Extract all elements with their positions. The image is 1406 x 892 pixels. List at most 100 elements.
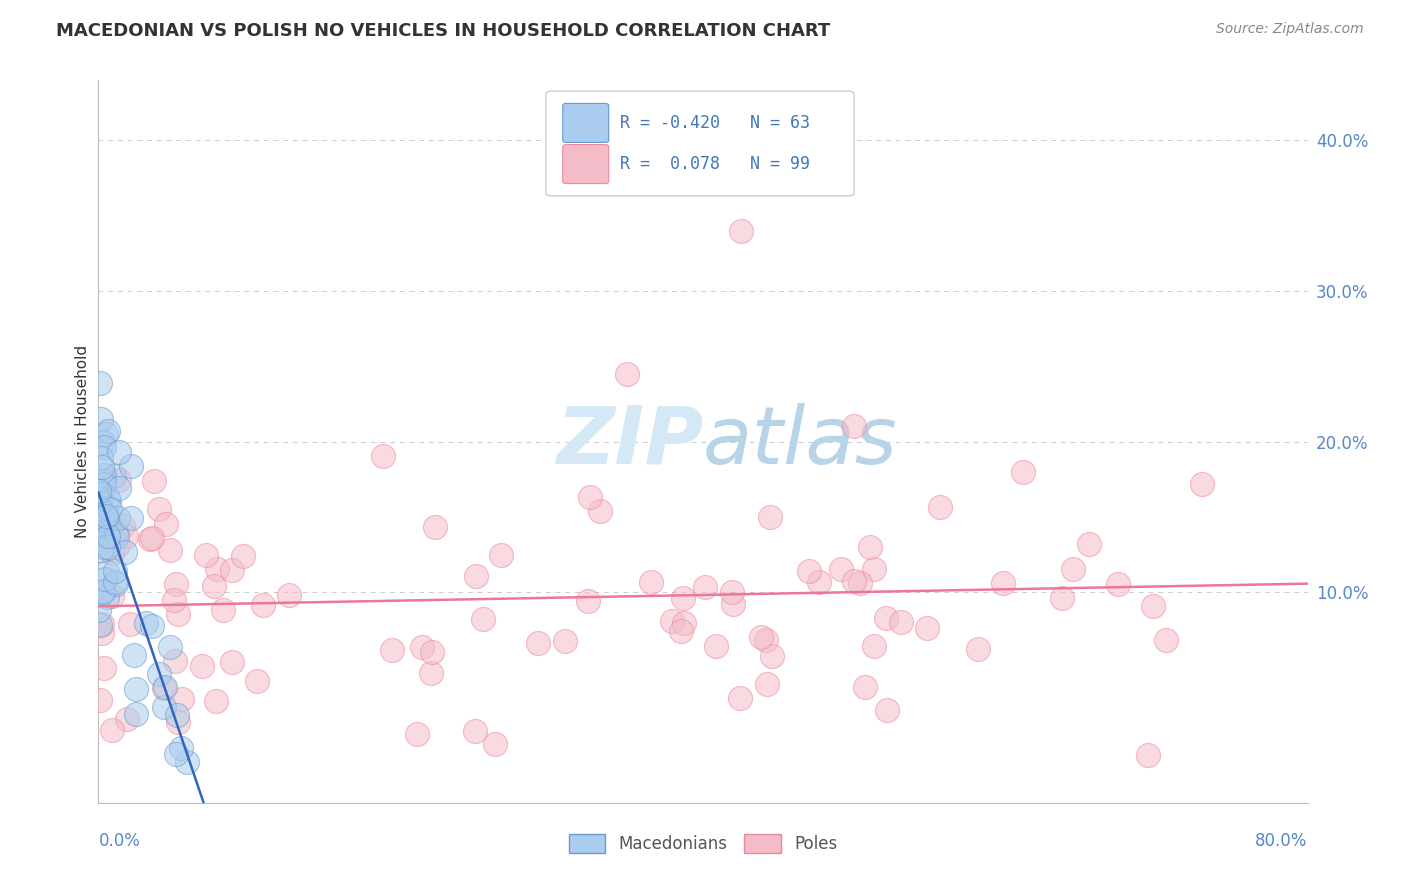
Point xyxy=(153,700,176,714)
Point xyxy=(246,674,269,689)
Point xyxy=(93,468,115,483)
Point xyxy=(671,624,693,638)
Point xyxy=(163,593,186,607)
Point xyxy=(89,501,111,516)
Point xyxy=(141,619,163,633)
Point xyxy=(94,427,117,442)
Point xyxy=(1154,632,1177,647)
Point xyxy=(97,529,120,543)
Point xyxy=(90,528,112,542)
Point xyxy=(159,640,181,655)
Point xyxy=(165,747,187,761)
Point xyxy=(489,549,512,563)
Point xyxy=(96,590,118,604)
Point xyxy=(1107,577,1129,591)
Point xyxy=(91,583,114,598)
Point xyxy=(640,575,662,590)
Point xyxy=(876,703,898,717)
Point xyxy=(122,648,145,662)
Point xyxy=(721,598,744,612)
Point xyxy=(114,529,136,543)
Point xyxy=(90,500,112,514)
Point xyxy=(87,602,110,616)
Point xyxy=(205,562,228,576)
Point xyxy=(967,641,990,656)
Point xyxy=(191,658,214,673)
Point xyxy=(125,682,148,697)
Text: 80.0%: 80.0% xyxy=(1256,831,1308,850)
Point xyxy=(578,490,600,504)
Point xyxy=(91,617,114,632)
Point xyxy=(205,693,228,707)
Point xyxy=(108,481,131,495)
Point xyxy=(406,727,429,741)
Point xyxy=(103,469,125,483)
Point xyxy=(97,491,120,505)
Point xyxy=(853,681,876,695)
Point xyxy=(423,520,446,534)
Point xyxy=(221,655,243,669)
Point xyxy=(165,576,187,591)
Point xyxy=(93,572,115,586)
Point xyxy=(120,616,142,631)
Point xyxy=(143,474,166,488)
Point xyxy=(807,575,830,590)
Point xyxy=(465,569,488,583)
Legend: Macedonians, Poles: Macedonians, Poles xyxy=(562,827,844,860)
Point xyxy=(411,640,433,654)
Point xyxy=(759,509,782,524)
Y-axis label: No Vehicles in Household: No Vehicles in Household xyxy=(75,345,90,538)
Point xyxy=(863,639,886,653)
Point xyxy=(728,691,751,706)
Point xyxy=(842,574,865,588)
Point xyxy=(167,714,190,729)
Text: MACEDONIAN VS POLISH NO VEHICLES IN HOUSEHOLD CORRELATION CHART: MACEDONIAN VS POLISH NO VEHICLES IN HOUS… xyxy=(56,22,831,40)
Point xyxy=(170,691,193,706)
Point xyxy=(91,460,114,475)
Point xyxy=(93,473,115,487)
Point xyxy=(89,484,111,499)
Point xyxy=(589,504,612,518)
Point xyxy=(91,585,114,599)
Point xyxy=(890,615,912,629)
Point xyxy=(89,489,111,503)
Text: ZIP: ZIP xyxy=(555,402,703,481)
Point xyxy=(252,598,274,612)
Point xyxy=(107,473,129,487)
FancyBboxPatch shape xyxy=(562,145,609,184)
Point xyxy=(730,224,752,238)
Point xyxy=(89,693,111,707)
Point xyxy=(1136,747,1159,762)
Point xyxy=(153,680,176,694)
Point xyxy=(749,630,772,644)
Point xyxy=(120,510,142,524)
Text: atlas: atlas xyxy=(703,402,898,481)
Point xyxy=(98,494,121,508)
Point xyxy=(991,576,1014,591)
Point xyxy=(672,591,695,606)
Point xyxy=(381,643,404,657)
Point xyxy=(830,561,852,575)
Point xyxy=(167,607,190,622)
Point xyxy=(859,540,882,554)
Point xyxy=(755,677,778,691)
Point xyxy=(94,513,117,527)
Point xyxy=(420,666,443,681)
Point xyxy=(138,532,160,546)
Point xyxy=(695,581,717,595)
Point xyxy=(114,544,136,558)
Point xyxy=(89,376,111,391)
Point xyxy=(135,616,157,631)
Point xyxy=(849,575,872,590)
Point xyxy=(155,517,177,532)
Text: R = -0.420   N = 63: R = -0.420 N = 63 xyxy=(620,114,810,132)
Point xyxy=(120,458,142,473)
Point xyxy=(96,508,118,523)
FancyBboxPatch shape xyxy=(546,91,855,196)
Point xyxy=(107,538,129,552)
Point xyxy=(111,518,134,533)
Point xyxy=(170,740,193,755)
Point xyxy=(93,529,115,543)
Point xyxy=(148,502,170,516)
Point xyxy=(527,636,550,650)
